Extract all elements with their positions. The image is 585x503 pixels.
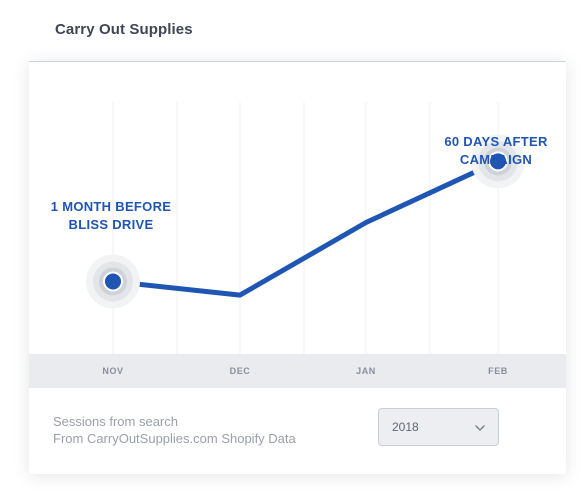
annotation-after-line2: CAMPAIGN: [459, 152, 533, 167]
annotation-after: 60 DAYS AFTER CAMPAIGN: [429, 133, 563, 169]
annotation-before-line1: 1 MONTH BEFORE: [50, 199, 172, 214]
x-axis: NOV DEC JAN FEB: [29, 354, 566, 388]
annotation-before: 1 MONTH BEFORE BLISS DRIVE: [35, 198, 187, 234]
series-line: [110, 158, 501, 298]
chevron-down-icon: [474, 421, 486, 439]
chart-area: 1 MONTH BEFORE BLISS DRIVE 60 DAYS AFTER…: [29, 62, 566, 355]
annotation-after-line1: 60 DAYS AFTER: [444, 134, 548, 149]
chart-card: 1 MONTH BEFORE BLISS DRIVE 60 DAYS AFTER…: [29, 61, 566, 474]
caption-source: From CarryOutSupplies.com Shopify Data: [53, 431, 296, 446]
highlight-marker: [471, 134, 525, 189]
page-title: Carry Out Supplies: [55, 21, 193, 38]
x-tick-label: FEB: [488, 366, 508, 376]
year-dropdown[interactable]: 2018: [378, 408, 499, 446]
caption-metric: Sessions from search: [53, 414, 178, 429]
x-tick-label: JAN: [356, 366, 376, 376]
annotation-before-line2: BLISS DRIVE: [68, 217, 154, 232]
line-chart: [86, 102, 525, 354]
x-tick-label: DEC: [229, 366, 251, 376]
x-tick-label: NOV: [102, 366, 124, 376]
highlight-marker: [86, 254, 140, 309]
year-dropdown-value: 2018: [392, 420, 419, 434]
chart-caption: Sessions from search From CarryOutSuppli…: [53, 413, 296, 447]
